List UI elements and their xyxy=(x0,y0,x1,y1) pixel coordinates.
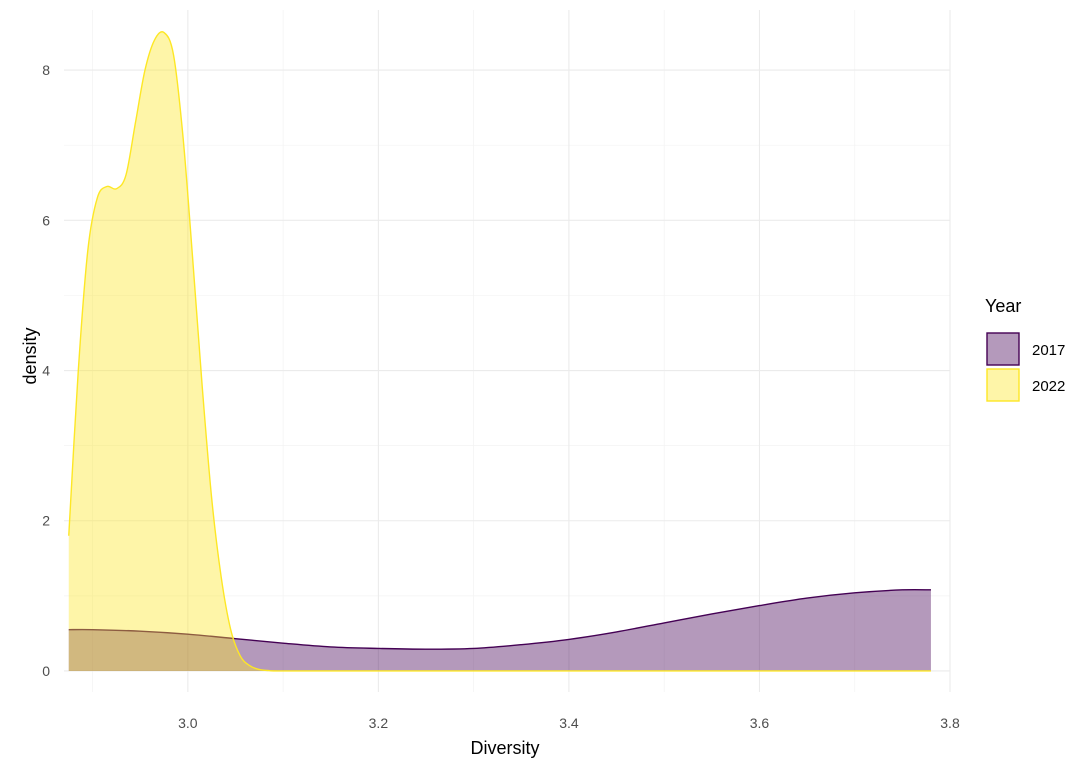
density-line-2022 xyxy=(68,31,931,672)
legend-title: Year xyxy=(985,296,1021,316)
legend-key-bg xyxy=(986,332,1020,366)
x-axis-title: Diversity xyxy=(470,738,539,758)
y-axis-ticks: 0 2 4 6 8 xyxy=(42,62,50,679)
y-tick-label: 6 xyxy=(42,212,50,228)
density-areas xyxy=(68,31,931,672)
x-axis-ticks: 3.0 3.2 3.4 3.6 3.8 xyxy=(178,715,960,731)
y-tick-label: 2 xyxy=(42,513,50,529)
x-tick-label: 3.0 xyxy=(178,715,198,731)
legend-label-2017: 2017 xyxy=(1032,342,1065,359)
major-gridlines xyxy=(64,10,951,692)
density-line-2017 xyxy=(68,588,931,650)
legend-key-bg xyxy=(986,368,1020,402)
x-tick-label: 3.2 xyxy=(369,715,389,731)
density-area-2022 xyxy=(68,31,931,671)
x-tick-label: 3.4 xyxy=(559,715,579,731)
minor-gridlines xyxy=(64,10,950,692)
density-area-2017 xyxy=(68,589,931,671)
x-tick-label: 3.6 xyxy=(750,715,770,731)
x-tick-label: 3.8 xyxy=(940,715,960,731)
y-axis-title: density xyxy=(20,327,40,384)
legend-key-2022 xyxy=(986,368,1020,402)
y-tick-label: 8 xyxy=(42,62,50,78)
legend-label-2022: 2022 xyxy=(1032,378,1065,395)
y-tick-label: 4 xyxy=(42,363,50,379)
legend: Year 2017 2022 xyxy=(985,296,1065,402)
legend-key-2017 xyxy=(986,332,1020,366)
y-tick-label: 0 xyxy=(42,663,50,679)
